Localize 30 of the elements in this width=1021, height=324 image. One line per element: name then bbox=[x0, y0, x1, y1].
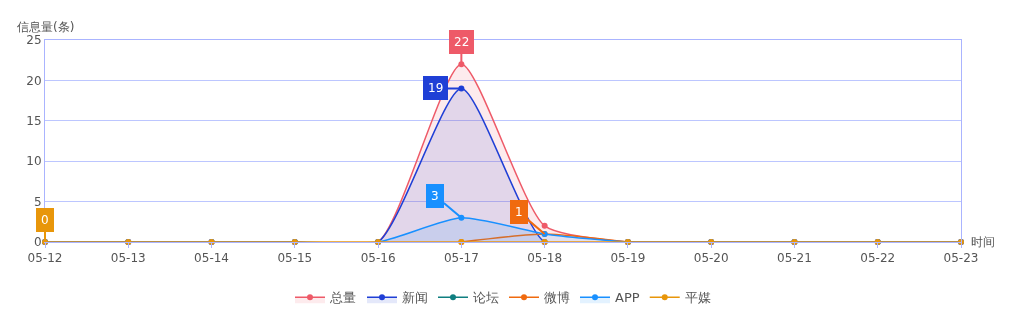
x-tick-label: 05-19 bbox=[610, 251, 646, 266]
y-tick-label: 0 bbox=[33, 235, 42, 250]
x-tick-label: 05-22 bbox=[860, 251, 896, 266]
data-label: 19 bbox=[428, 81, 444, 95]
data-label: 1 bbox=[515, 205, 523, 219]
x-axis-title: 时间 bbox=[971, 235, 995, 249]
legend-label: 新闻 bbox=[402, 290, 428, 306]
x-tick-label: 05-18 bbox=[527, 251, 563, 266]
y-axis-title: 信息量(条) bbox=[17, 20, 75, 34]
x-tick-label: 05-23 bbox=[943, 251, 979, 266]
x-tick-label: 05-15 bbox=[277, 251, 313, 266]
y-tick-label: 5 bbox=[33, 194, 42, 209]
legend-label: APP bbox=[615, 290, 640, 306]
y-tick-label: 10 bbox=[26, 154, 42, 169]
x-tick-label: 05-21 bbox=[777, 251, 812, 266]
data-label: 22 bbox=[454, 35, 470, 49]
y-tick-label: 25 bbox=[26, 33, 42, 48]
x-tick-label: 05-17 bbox=[443, 251, 479, 266]
x-tick-label: 05-14 bbox=[194, 251, 229, 266]
x-tick-label: 05-16 bbox=[360, 251, 396, 266]
x-tick-label: 05-12 bbox=[27, 251, 63, 266]
legend-label: 论坛 bbox=[473, 290, 499, 306]
y-tick-label: 20 bbox=[26, 73, 42, 88]
legend-label: 平媒 bbox=[684, 290, 711, 306]
x-tick-label: 05-13 bbox=[110, 251, 146, 266]
legend-label: 微博 bbox=[544, 290, 570, 306]
data-label: 3 bbox=[431, 189, 439, 203]
x-tick-label: 05-20 bbox=[693, 251, 729, 266]
legend-label: 总量 bbox=[329, 290, 356, 306]
y-tick-label: 15 bbox=[26, 114, 42, 128]
